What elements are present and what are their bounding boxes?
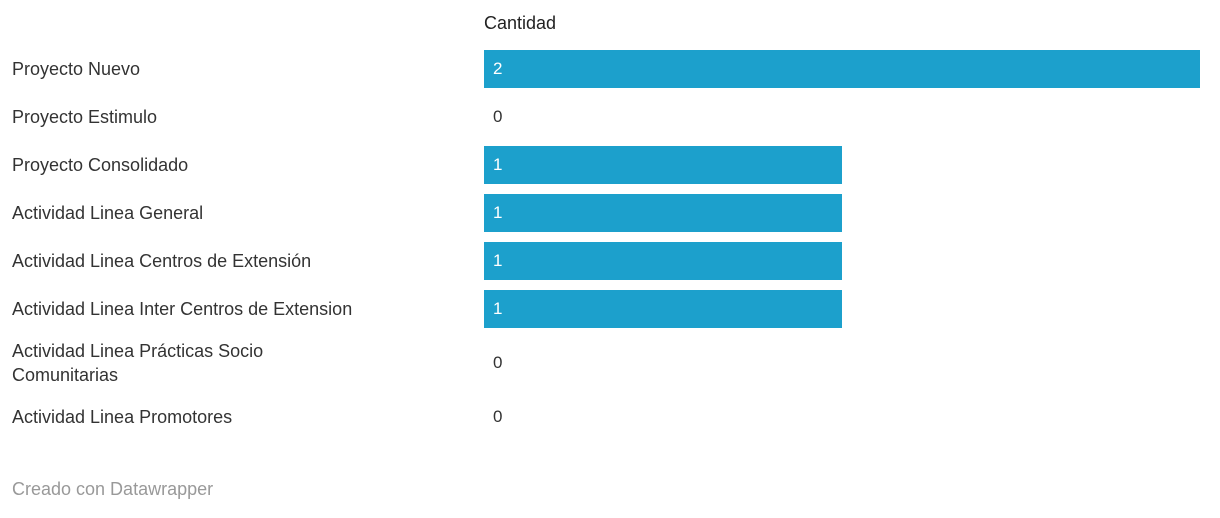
bar-cell: 0	[484, 393, 1200, 441]
chart-row: Actividad Linea Centros de Extensión 1	[12, 237, 1200, 285]
bar: 2	[484, 50, 1200, 88]
bar-value-label: 2	[493, 59, 503, 78]
bar-cell: 2	[484, 45, 1200, 93]
bar: 1	[484, 146, 842, 184]
chart-row: Proyecto Consolidado 1	[12, 141, 1200, 189]
chart-row: Actividad Linea General 1	[12, 189, 1200, 237]
bar-value-label: 0	[493, 407, 503, 426]
chart-row: Proyecto Nuevo 2	[12, 45, 1200, 93]
chart-footer: Creado con Datawrapper	[12, 477, 1200, 501]
bar: 1	[484, 290, 842, 328]
bar-cell: 0	[484, 333, 1200, 393]
chart-rows: Proyecto Nuevo 2 Proyecto Estimulo 0 Proyect…	[12, 45, 1200, 441]
category-label: Actividad Linea General	[12, 203, 204, 223]
chart-row: Actividad Linea Prácticas Socio Comunita…	[12, 333, 1200, 393]
bar-cell: 1	[484, 237, 1200, 285]
chart-header-row: Cantidad	[12, 0, 1200, 45]
category-label: Proyecto Estimulo	[12, 107, 158, 127]
chart-row: Proyecto Estimulo 0	[12, 93, 1200, 141]
category-label: Actividad Linea Centros de Extensión	[12, 251, 312, 271]
bar-value-label: 0	[493, 353, 503, 372]
bar-cell: 1	[484, 141, 1200, 189]
bar-value-label: 0	[493, 107, 503, 126]
category-label: Actividad Linea Promotores	[12, 407, 233, 427]
category-label: Proyecto Consolidado	[12, 155, 189, 175]
bar-cell: 0	[484, 93, 1200, 141]
value-column-header: Cantidad	[484, 12, 557, 33]
bar: 1	[484, 242, 842, 280]
bar-cell: 1	[484, 189, 1200, 237]
category-label: Actividad Linea Inter Centros de Extensi…	[12, 299, 353, 319]
datawrapper-credit-link[interactable]: Creado con Datawrapper	[12, 479, 214, 499]
bar-value-label: 1	[493, 299, 503, 318]
chart-row: Actividad Linea Promotores 0	[12, 393, 1200, 441]
category-label: Actividad Linea Prácticas Socio Comunita…	[12, 341, 264, 385]
bar-value-label: 1	[493, 203, 503, 222]
category-label: Proyecto Nuevo	[12, 59, 141, 79]
header-spacer	[12, 17, 484, 29]
chart-row: Actividad Linea Inter Centros de Extensi…	[12, 285, 1200, 333]
bar-value-label: 1	[493, 251, 503, 270]
bar-cell: 1	[484, 285, 1200, 333]
bar: 1	[484, 194, 842, 232]
bar-value-label: 1	[493, 155, 503, 174]
